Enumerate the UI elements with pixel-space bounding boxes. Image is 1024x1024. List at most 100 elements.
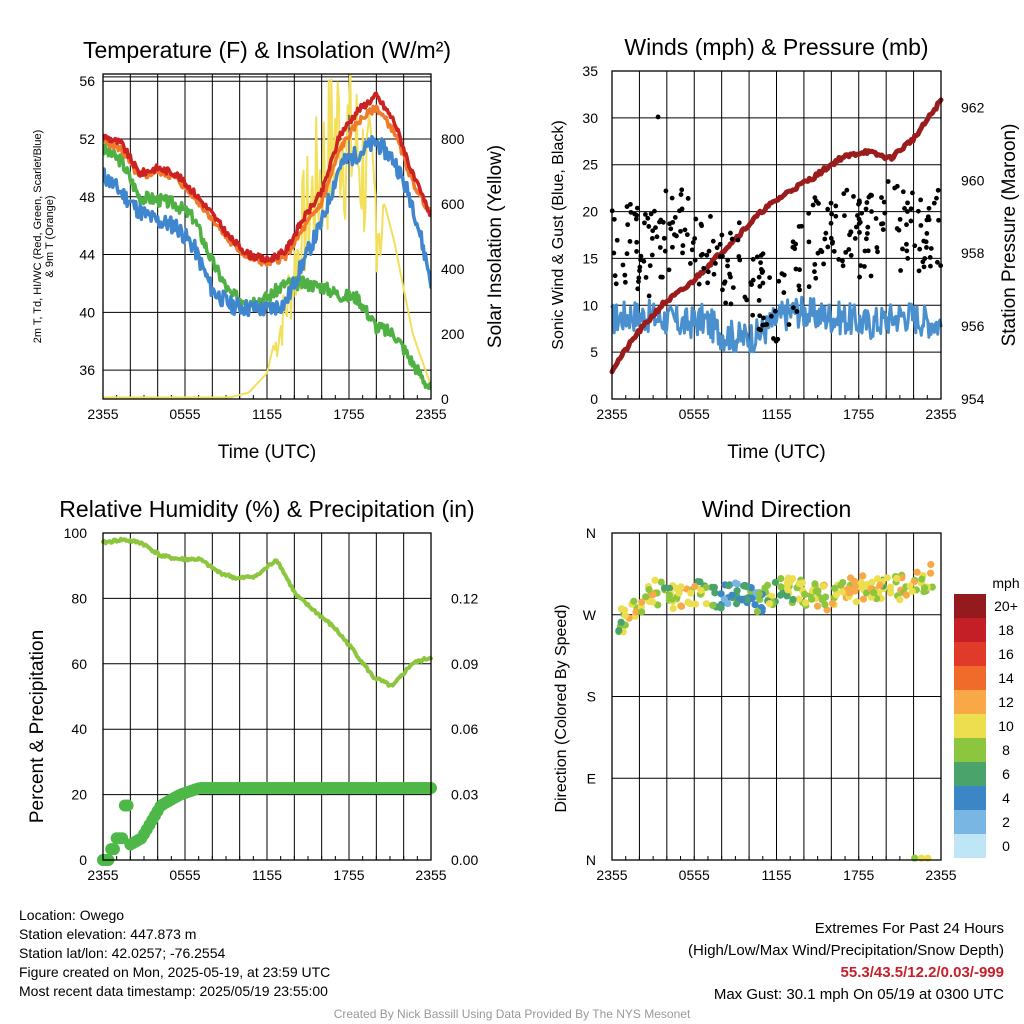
gust-point xyxy=(924,231,930,236)
y-tick-label: E xyxy=(587,770,596,786)
y-tick-label: 5 xyxy=(590,344,598,360)
gust-point xyxy=(842,213,847,219)
gust-point xyxy=(670,244,675,250)
gust-point xyxy=(730,285,736,291)
direction-point xyxy=(902,591,910,599)
gust-point xyxy=(904,241,909,247)
plot-border xyxy=(611,70,942,400)
gust-point xyxy=(723,300,729,306)
gust-point xyxy=(904,248,910,254)
gust-point xyxy=(868,192,873,198)
gust-point xyxy=(750,256,756,262)
gust-point xyxy=(797,267,802,273)
gust-point xyxy=(735,237,741,243)
y-tick-label: 60 xyxy=(71,656,87,672)
gust-point xyxy=(708,214,713,219)
x-tick-label: 0555 xyxy=(679,867,710,883)
gust-point xyxy=(928,246,934,251)
gust-point xyxy=(851,194,856,199)
gust-point xyxy=(650,228,656,234)
direction-point xyxy=(753,608,761,616)
max-gust-point xyxy=(655,114,661,120)
direction-point xyxy=(697,586,705,595)
chart-title: Wind Direction xyxy=(702,496,852,522)
y-tick-label: 40 xyxy=(71,721,87,737)
direction-point xyxy=(776,591,785,599)
gust-point xyxy=(875,249,880,255)
direction-point xyxy=(771,578,779,586)
gust-point xyxy=(856,198,862,204)
gust-point xyxy=(756,274,762,280)
direction-point xyxy=(728,591,736,599)
gust-point xyxy=(926,205,932,211)
gust-point xyxy=(846,247,852,252)
gust-point xyxy=(812,261,818,267)
gust-point xyxy=(823,230,829,236)
gust-point xyxy=(647,263,653,269)
direction-point xyxy=(920,584,929,592)
y-tick-label: 40 xyxy=(79,304,95,320)
y-axis-label-line1: 2m T, Td, HI/WC (Red, Green, Scarlet/Blu… xyxy=(32,130,44,344)
gust-point xyxy=(865,224,871,230)
y-tick-label: W xyxy=(583,607,597,623)
direction-point xyxy=(876,581,884,589)
direction-point xyxy=(886,589,895,597)
x-tick-label: 1155 xyxy=(252,867,282,883)
colorbar-label: 12 xyxy=(998,694,1014,710)
latlon-text: Station lat/lon: 42.0257; -76.2554 xyxy=(19,945,226,961)
gust-point xyxy=(680,250,685,256)
direction-point xyxy=(724,582,733,590)
gust-point xyxy=(692,257,698,263)
gust-point xyxy=(840,263,846,269)
x-tick-label: 1755 xyxy=(333,867,364,883)
colorbar-swatch xyxy=(954,786,986,810)
x-tick-label: 1755 xyxy=(843,867,874,883)
direction-point xyxy=(711,589,719,597)
gust-point xyxy=(722,279,728,285)
x-tick-label: 0555 xyxy=(679,406,710,422)
gust-point xyxy=(754,254,760,260)
direction-point xyxy=(669,604,677,613)
dewpoint-line xyxy=(103,143,431,391)
gust-point xyxy=(706,248,712,254)
direction-point xyxy=(831,584,839,592)
gust-point xyxy=(828,235,834,241)
gust-point xyxy=(643,275,649,280)
direction-point xyxy=(924,854,932,862)
gust-point xyxy=(729,236,735,242)
colorbar-label: 8 xyxy=(1002,742,1010,758)
direction-point xyxy=(675,589,683,597)
gust-point xyxy=(637,264,643,270)
gust-point xyxy=(918,223,924,228)
gust-point xyxy=(634,239,640,245)
gust-point xyxy=(796,283,802,289)
gust-point xyxy=(862,264,867,269)
y2-tick-label: 0.06 xyxy=(451,721,478,737)
colorbar-label: 4 xyxy=(1002,790,1010,806)
gust-point xyxy=(792,246,798,252)
gust-point xyxy=(818,247,824,253)
gust-point xyxy=(719,232,725,238)
gust-point xyxy=(638,257,643,263)
direction-point xyxy=(731,579,740,587)
station-info: Location: Owego Station elevation: 447.8… xyxy=(19,906,330,1001)
direction-point xyxy=(637,608,646,616)
y-tick-label: 20 xyxy=(71,787,87,803)
direction-point xyxy=(642,593,650,601)
y-tick-label: 20 xyxy=(582,204,598,220)
gust-point xyxy=(904,222,909,228)
chart-title: Relative Humidity (%) & Precipitation (i… xyxy=(59,496,474,522)
gust-point xyxy=(652,208,657,214)
direction-point xyxy=(717,590,725,598)
humidity-precip-chart: Relative Humidity (%) & Precipitation (i… xyxy=(27,496,478,883)
gust-point xyxy=(848,253,854,258)
x-tick-label: 2355 xyxy=(925,867,956,883)
gust-point xyxy=(728,301,734,307)
gust-point xyxy=(822,236,828,242)
direction-point xyxy=(630,597,638,605)
gust-point xyxy=(632,211,637,217)
gust-point xyxy=(613,281,619,287)
x-tick-label: 1155 xyxy=(761,406,791,422)
y2-axis-label: Solar Insolation (Yellow) xyxy=(485,145,506,348)
